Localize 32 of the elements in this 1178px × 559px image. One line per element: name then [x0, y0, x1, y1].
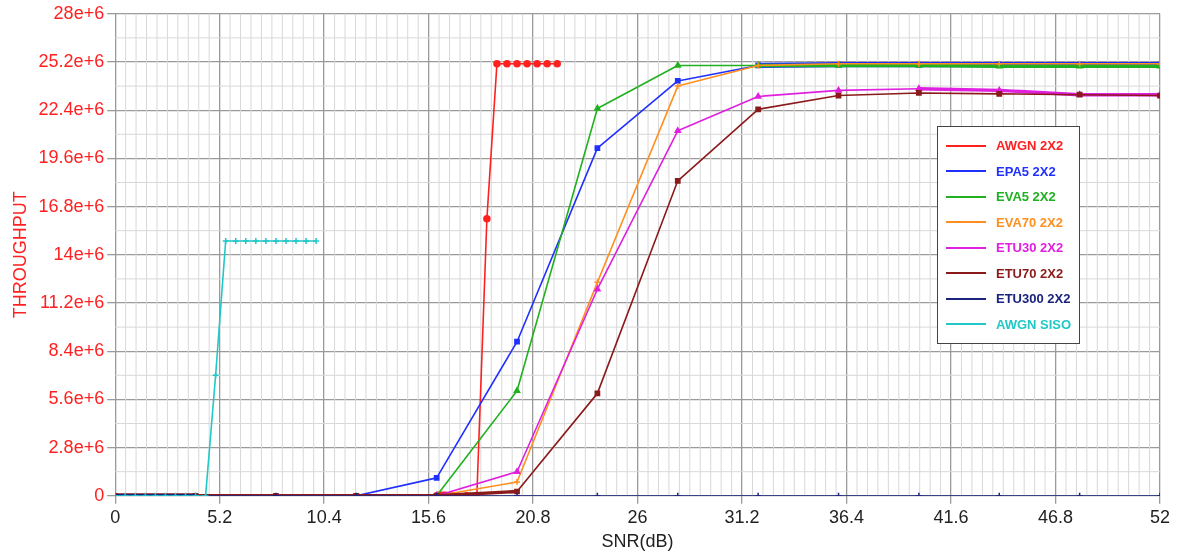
x-tick-label: 52: [1149, 506, 1171, 527]
legend-label: AWGN 2X2: [996, 138, 1064, 154]
y-tick-label: 11.2e+6: [39, 291, 105, 312]
y-axis-title: THROUGHPUT: [9, 191, 30, 319]
x-tick-label: 5.2: [207, 506, 233, 527]
y-tick-label: 8.4e+6: [48, 340, 105, 361]
legend-label: EPA5 2X2: [996, 163, 1056, 179]
x-tick-label: 31.2: [724, 506, 760, 527]
y-tick-label: 19.6e+6: [38, 147, 105, 168]
x-axis-title: SNR(dB): [601, 531, 674, 552]
x-tick-label: 20.8: [515, 506, 551, 527]
legend-label: AWGN SISO: [996, 316, 1072, 332]
y-tick-label: 25.2e+6: [38, 50, 105, 71]
y-tick-label: 22.4e+6: [38, 99, 105, 120]
y-tick-label: 28e+6: [53, 2, 105, 23]
y-tick-label: 2.8e+6: [48, 436, 105, 457]
x-tick-label: 10.4: [306, 506, 342, 527]
x-tick-label: 15.6: [411, 506, 447, 527]
x-tick-label: 26: [627, 506, 648, 527]
y-tick-label: 5.6e+6: [48, 388, 105, 409]
x-tick-label: 36.4: [829, 506, 865, 527]
x-tick-label: 41.6: [933, 506, 969, 527]
y-tick-label: 0: [94, 484, 105, 505]
legend-label: ETU70 2X2: [996, 265, 1064, 281]
legend-label: ETU300 2X2: [996, 291, 1071, 307]
legend-label: EVA70 2X2: [996, 214, 1063, 230]
x-tick-label: 46.8: [1037, 506, 1074, 527]
y-tick-label: 16.8e+6: [38, 195, 105, 216]
legend-label: ETU30 2X2: [996, 240, 1064, 256]
y-tick-label: 14e+6: [53, 243, 105, 264]
legend-label: EVA5 2X2: [996, 189, 1056, 205]
x-tick-label: 0: [110, 506, 121, 527]
